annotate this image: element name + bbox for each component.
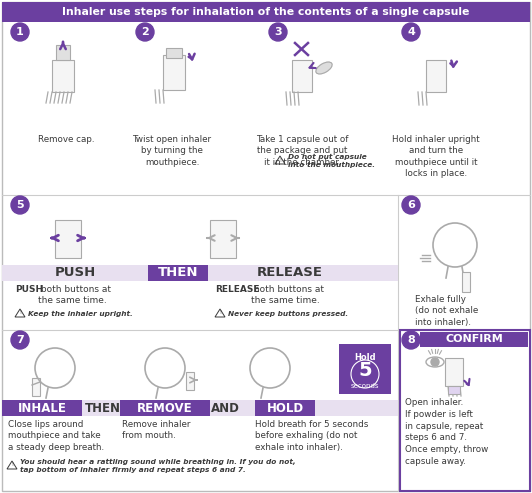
FancyBboxPatch shape — [426, 60, 446, 92]
FancyBboxPatch shape — [56, 45, 70, 60]
FancyBboxPatch shape — [210, 220, 236, 258]
Ellipse shape — [316, 62, 332, 74]
Text: Exhale fully
(do not exhale
into inhaler).: Exhale fully (do not exhale into inhaler… — [415, 295, 478, 327]
Text: !: ! — [219, 311, 221, 316]
Circle shape — [11, 23, 29, 41]
FancyBboxPatch shape — [166, 48, 182, 58]
Circle shape — [136, 23, 154, 41]
Circle shape — [269, 23, 287, 41]
Text: !: ! — [11, 462, 13, 467]
Text: Hold breath for 5 seconds
before exhaling (do not
exhale into inhaler).: Hold breath for 5 seconds before exhalin… — [255, 420, 368, 452]
FancyBboxPatch shape — [2, 400, 398, 416]
Text: RELEASE: RELEASE — [215, 285, 260, 294]
Text: You should hear a rattling sound while breathing in. If you do not,
tap bottom o: You should hear a rattling sound while b… — [20, 459, 296, 473]
Circle shape — [11, 196, 29, 214]
Text: THEN: THEN — [85, 401, 121, 415]
Text: CONFIRM: CONFIRM — [445, 334, 503, 345]
Circle shape — [402, 23, 420, 41]
Text: PUSH: PUSH — [15, 285, 43, 294]
Text: Open inhaler.
If powder is left
in capsule, repeat
steps 6 and 7.
Once empty, th: Open inhaler. If powder is left in capsu… — [405, 398, 488, 466]
Text: !: ! — [279, 157, 281, 163]
Text: AND: AND — [211, 401, 239, 415]
Text: Twist open inhaler
by turning the
mouthpiece.: Twist open inhaler by turning the mouthp… — [132, 135, 212, 167]
Text: 5: 5 — [16, 200, 24, 210]
Text: Inhaler use steps for inhalation of the contents of a single capsule: Inhaler use steps for inhalation of the … — [62, 7, 470, 17]
Text: Hold inhaler upright
and turn the
mouthpiece until it
locks in place.: Hold inhaler upright and turn the mouthp… — [392, 135, 480, 178]
Text: Remove inhaler
from mouth.: Remove inhaler from mouth. — [122, 420, 190, 440]
Circle shape — [402, 196, 420, 214]
Text: REMOVE: REMOVE — [137, 401, 193, 415]
Text: PUSH: PUSH — [54, 267, 96, 280]
Text: 6: 6 — [407, 200, 415, 210]
FancyBboxPatch shape — [163, 55, 185, 90]
Circle shape — [402, 331, 420, 349]
Text: Close lips around
mouthpiece and take
a steady deep breath.: Close lips around mouthpiece and take a … — [8, 420, 104, 452]
FancyBboxPatch shape — [445, 358, 463, 386]
Text: INHALE: INHALE — [18, 401, 66, 415]
FancyBboxPatch shape — [292, 60, 312, 92]
FancyBboxPatch shape — [148, 265, 208, 281]
Text: 4: 4 — [407, 27, 415, 37]
FancyBboxPatch shape — [55, 220, 81, 258]
Text: Hold: Hold — [354, 353, 376, 362]
Text: Never keep buttons pressed.: Never keep buttons pressed. — [228, 311, 348, 317]
Text: seconds: seconds — [351, 383, 379, 389]
Text: Remove cap.: Remove cap. — [38, 135, 94, 144]
Text: 7: 7 — [16, 335, 24, 345]
Text: 1: 1 — [16, 27, 24, 37]
Text: !: ! — [19, 311, 21, 316]
Text: Take 1 capsule out of
the package and put
it in the chamber.: Take 1 capsule out of the package and pu… — [256, 135, 348, 167]
FancyBboxPatch shape — [2, 2, 530, 22]
FancyBboxPatch shape — [448, 386, 460, 394]
FancyBboxPatch shape — [2, 265, 398, 281]
Circle shape — [11, 331, 29, 349]
FancyBboxPatch shape — [462, 272, 470, 292]
FancyBboxPatch shape — [186, 372, 194, 390]
Text: Do not put capsule
into the mouthpiece.: Do not put capsule into the mouthpiece. — [288, 154, 375, 168]
FancyBboxPatch shape — [420, 332, 528, 347]
Text: HOLD: HOLD — [267, 401, 304, 415]
FancyBboxPatch shape — [255, 400, 315, 416]
Text: THEN: THEN — [158, 267, 198, 280]
Text: both buttons at
the same time.: both buttons at the same time. — [251, 285, 324, 306]
FancyBboxPatch shape — [2, 400, 82, 416]
Text: Keep the inhaler upright.: Keep the inhaler upright. — [28, 311, 133, 317]
Text: 5: 5 — [358, 361, 372, 381]
FancyBboxPatch shape — [52, 60, 74, 92]
Text: 8: 8 — [407, 335, 415, 345]
Text: 3: 3 — [274, 27, 282, 37]
FancyBboxPatch shape — [32, 378, 40, 396]
FancyBboxPatch shape — [339, 344, 391, 394]
Text: both buttons at
the same time.: both buttons at the same time. — [38, 285, 111, 306]
Circle shape — [431, 358, 439, 366]
FancyBboxPatch shape — [120, 400, 210, 416]
Text: RELEASE: RELEASE — [257, 267, 323, 280]
Text: 2: 2 — [141, 27, 149, 37]
